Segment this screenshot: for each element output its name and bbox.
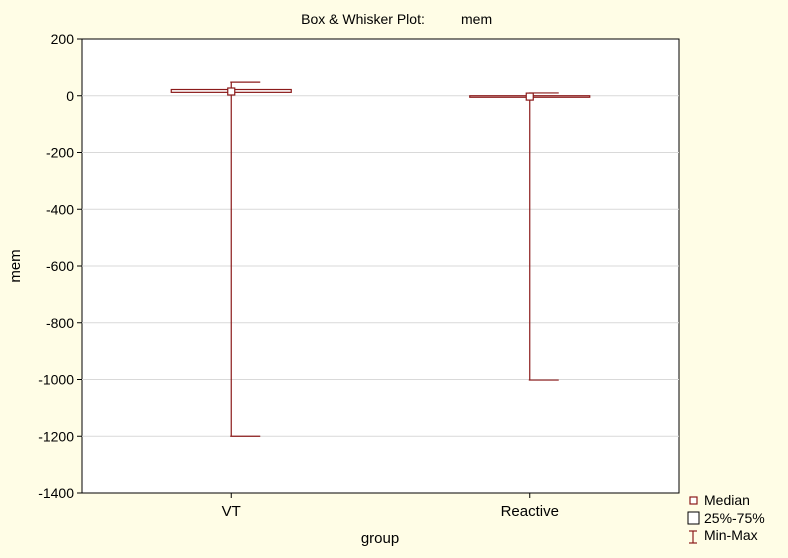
median-marker <box>525 92 534 101</box>
legend-label: Min-Max <box>704 527 758 543</box>
y-tick-label: -600 <box>46 258 74 274</box>
boxes-layer <box>170 81 591 437</box>
median-marker <box>227 87 236 96</box>
x-tick-label: Reactive <box>501 503 559 520</box>
legend-item-median: Median <box>689 492 750 508</box>
legend-label: 25%-75% <box>704 510 765 526</box>
chart-title: Box & Whisker Plot: <box>301 11 425 27</box>
legend-item-whisker: Min-Max <box>689 527 758 544</box>
legend-label: Median <box>704 492 750 508</box>
y-tick-label: -1400 <box>38 485 74 501</box>
y-tick-label: -1200 <box>38 428 74 444</box>
x-axis-label: group <box>361 530 399 547</box>
y-tick-label: -400 <box>46 201 74 217</box>
y-tick-label: 200 <box>51 31 75 47</box>
y-tick-label: 0 <box>66 88 74 104</box>
x-tick-label: VT <box>222 503 241 520</box>
y-tick-label: -800 <box>46 315 74 331</box>
chart-variable: mem <box>461 11 492 27</box>
y-axis-ticks: 200 0 -200 -400 -600 -800 -1000 -1200 -1400 <box>38 31 82 501</box>
legend-item-box: 25%-75% <box>687 510 765 526</box>
box-vt <box>170 81 292 437</box>
box-reactive <box>469 92 591 381</box>
x-axis-ticks: VT Reactive <box>222 493 559 520</box>
y-axis-label: mem <box>7 249 24 282</box>
legend-box-icon <box>687 511 700 525</box>
y-tick-label: -1000 <box>38 372 74 388</box>
legend: Median 25%-75%Min-Max <box>687 492 765 544</box>
y-tick-label: -200 <box>46 145 74 161</box>
legend-median-icon <box>689 496 698 505</box>
